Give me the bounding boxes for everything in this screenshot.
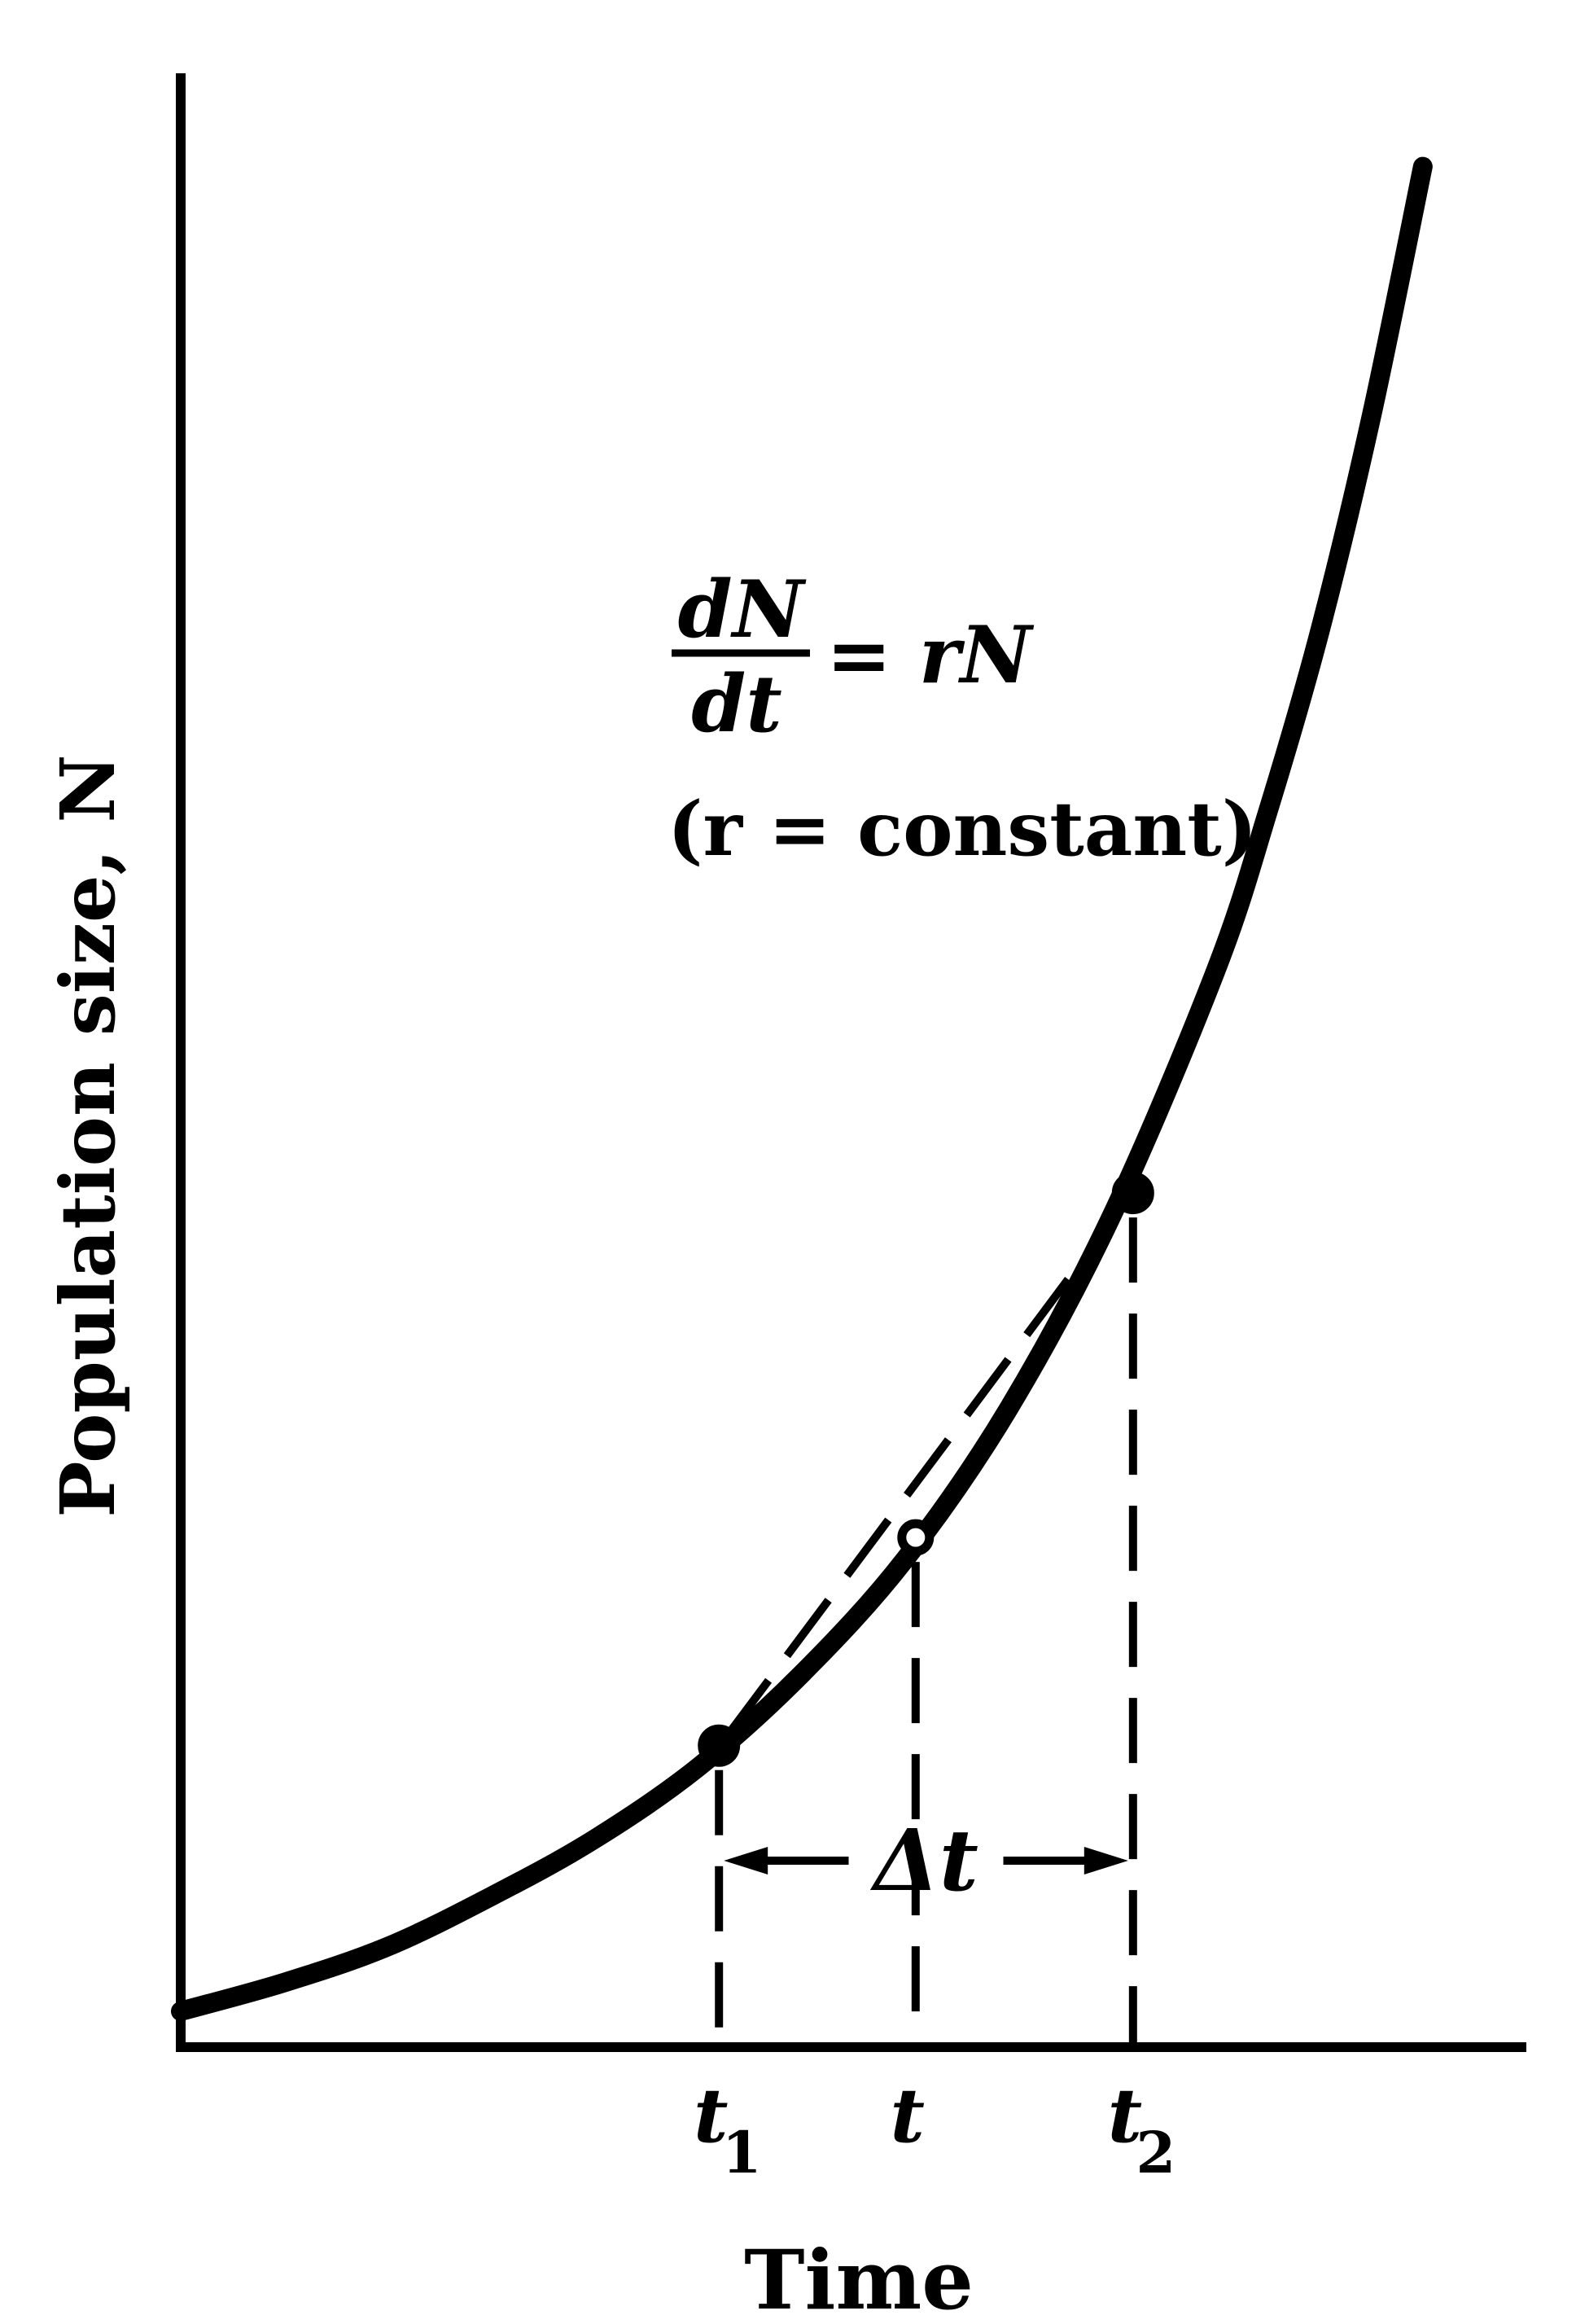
secant-line (724, 1199, 1130, 1739)
tick-label: t (891, 2072, 926, 2160)
tick-label: t (694, 2072, 729, 2160)
filled-point-marker (1111, 1172, 1154, 1215)
equation-rhs: = rN (826, 609, 1034, 701)
drop-lines (715, 1217, 1137, 2047)
interval-arrows: Δt (724, 1810, 1128, 1910)
open-point-marker (897, 1519, 935, 1556)
tick-label-subscript: 1 (722, 2119, 762, 2186)
interval-label: Δt (869, 1810, 978, 1910)
equation-annotation: dN dt = rN (r = constant) (668, 563, 1257, 873)
y-axis-label: Population size, N (44, 754, 132, 1517)
filled-point-marker (698, 1724, 741, 1767)
tick-label: t (1108, 2072, 1143, 2160)
point-markers (698, 1172, 1154, 1767)
arrowhead-left-icon (724, 1847, 768, 1875)
equation-condition: (r = constant) (668, 785, 1257, 873)
equation-denominator: dt (691, 658, 781, 750)
tick-label-subscript: 2 (1136, 2119, 1175, 2186)
arrowhead-right-icon (1084, 1847, 1128, 1875)
tick-labels: t1 t t2 (694, 2072, 1175, 2186)
x-axis-label: Time (744, 2232, 974, 2324)
equation-numerator: dN (678, 563, 807, 656)
series-line (171, 156, 1433, 2021)
